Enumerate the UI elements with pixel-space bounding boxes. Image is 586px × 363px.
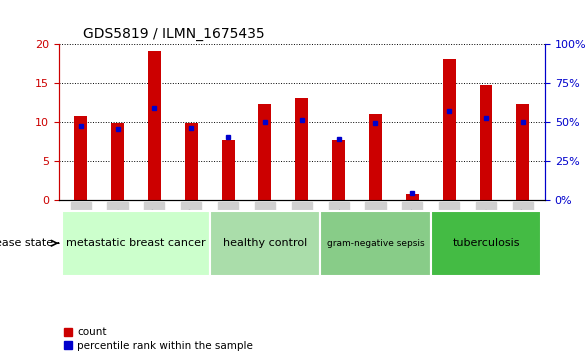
Legend: count, percentile rank within the sample: count, percentile rank within the sample (64, 327, 253, 351)
Bar (62, 211, 210, 276)
Bar (479, 85, 492, 200)
Bar (369, 114, 382, 200)
Bar (431, 211, 541, 276)
Text: healthy control: healthy control (223, 238, 307, 248)
Bar (443, 59, 456, 200)
Text: gram-negative sepsis: gram-negative sepsis (326, 239, 424, 248)
Bar (74, 116, 87, 200)
Text: disease state: disease state (0, 238, 53, 248)
Text: tuberculosis: tuberculosis (452, 238, 520, 248)
Bar (320, 211, 431, 276)
Text: GDS5819 / ILMN_1675435: GDS5819 / ILMN_1675435 (83, 27, 264, 41)
Bar (222, 139, 234, 200)
Bar (258, 105, 271, 200)
Text: metastatic breast cancer: metastatic breast cancer (66, 238, 206, 248)
Bar (406, 194, 419, 200)
Bar (332, 139, 345, 200)
Bar (111, 123, 124, 200)
Bar (148, 51, 161, 200)
Bar (516, 105, 529, 200)
Bar (185, 123, 197, 200)
Bar (295, 98, 308, 200)
Bar (210, 211, 320, 276)
